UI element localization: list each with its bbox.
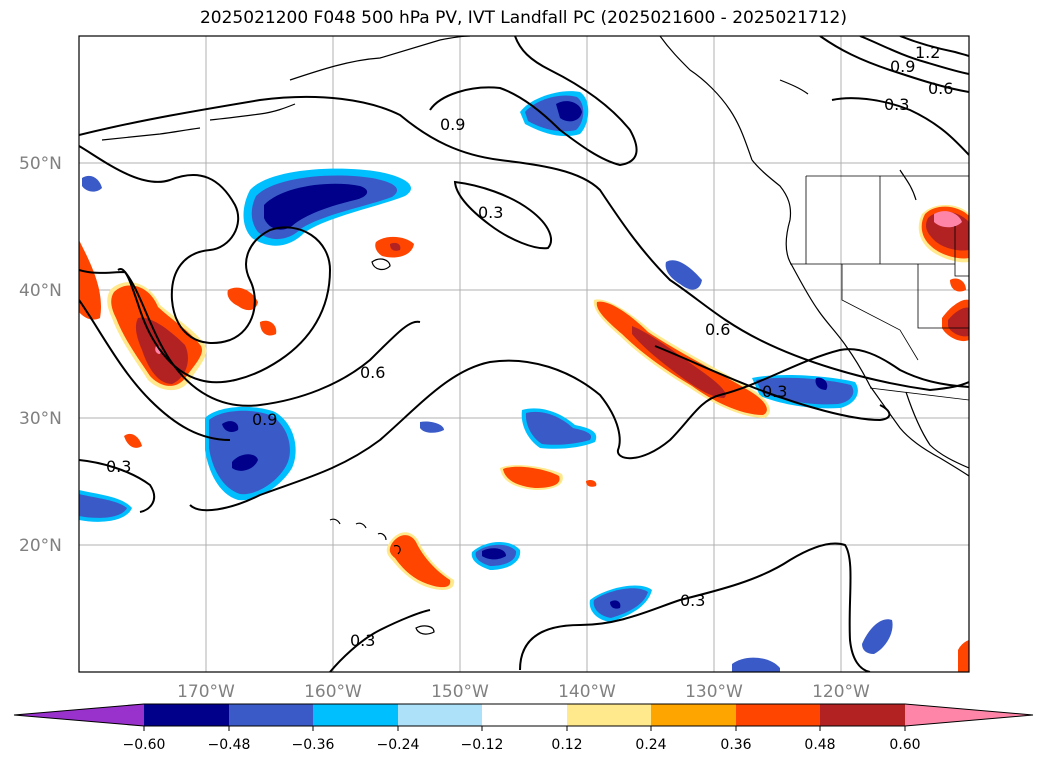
lon-label-170w: 170°W: [177, 682, 235, 702]
map-frame: [78, 35, 970, 673]
colorbar-tick-label: 0.48: [804, 737, 835, 753]
contour-label: 0.3: [762, 382, 787, 401]
colorbar-bin: [482, 704, 567, 726]
colorbar-bin: [144, 704, 229, 726]
colorbar-bin: [229, 704, 313, 726]
lon-label-140w: 140°W: [558, 682, 616, 702]
colorbar-tick-label: −0.36: [292, 737, 335, 753]
blue-blob-ne: [665, 260, 702, 290]
contour-0.3-ar: [654, 345, 891, 422]
contour-0.3-lower: [329, 609, 431, 672]
contour-0.6-loop: [79, 299, 231, 441]
pc-contours: [79, 36, 969, 672]
lat-label-30n: 30°N: [19, 409, 62, 429]
state-borders: [790, 175, 969, 401]
colorbar-tick-label: −0.24: [377, 737, 420, 753]
colorbar-tick-label: 0.60: [889, 737, 920, 753]
contour-0.3-se: [519, 542, 871, 672]
map-background: [79, 36, 969, 672]
colorbar-over-triangle: [905, 704, 1033, 726]
contour-0.3-north: [79, 145, 332, 384]
red-blob-west: [79, 240, 101, 320]
colorbar-tick-label: 0.24: [635, 737, 666, 753]
contour-label: 0.3: [478, 203, 503, 222]
colorbar-tick-label: −0.12: [461, 737, 504, 753]
contour-0.3-gulf: [453, 180, 552, 250]
lon-label-130w: 130°W: [685, 682, 743, 702]
contour-label: 1.2: [915, 43, 940, 62]
contour-0.3-northeast: [831, 97, 969, 156]
contour-label: 0.9: [440, 115, 465, 134]
coastlines: [101, 36, 969, 635]
contour-0.6-northeast: [819, 36, 969, 93]
contour-label: 0.9: [252, 410, 277, 429]
colorbar-ticks: [143, 726, 906, 731]
colorbar-tick-label: −0.60: [123, 737, 166, 753]
lon-label-120w: 120°W: [812, 682, 870, 702]
contour-label: 0.6: [360, 363, 385, 382]
contour-0.3-southwest: [79, 459, 156, 513]
lon-label-160w: 160°W: [304, 682, 362, 702]
contour-label: 0.3: [106, 457, 131, 476]
map-title: 2025021200 F048 500 hPa PV, IVT Landfall…: [199, 8, 847, 28]
colorbar-bin: [651, 704, 736, 726]
lon-label-150w: 150°W: [431, 682, 489, 702]
lat-label-50n: 50°N: [19, 154, 62, 174]
contour-0.6-central: [79, 95, 969, 392]
contour-label: 0.3: [884, 95, 909, 114]
lat-label-40n: 40°N: [19, 281, 62, 301]
colorbar-tick-label: −0.48: [208, 737, 251, 753]
blue-blob-se: [862, 619, 893, 654]
colorbar-tick-label: 0.12: [551, 737, 582, 753]
contour-label: 0.6: [928, 79, 953, 98]
contour-0.9-west: [79, 269, 421, 407]
blue-blob-aleutian: [82, 175, 102, 192]
contour-1.2-northeast: [899, 36, 969, 57]
colorbar-bin: [567, 704, 651, 726]
red-blob-small-1: [227, 287, 258, 311]
colorbar-tick-label: 0.36: [720, 737, 751, 753]
colorbar-under-triangle: [14, 704, 144, 726]
contour-0.9-north: [429, 36, 638, 167]
contour-label: 0.3: [680, 591, 705, 610]
contour-label: 0.3: [350, 631, 375, 650]
contour-0.9-northeast: [859, 36, 969, 75]
colorbar: −0.60 −0.48 −0.36 −0.24 −0.12 0.12 0.24 …: [13, 703, 1034, 753]
contour-0.6-ring: [189, 348, 969, 512]
contour-label: 0.6: [705, 320, 730, 339]
colorbar-bin: [313, 704, 398, 726]
lat-label-20n: 20°N: [19, 536, 62, 556]
colorbar-bin: [398, 704, 482, 726]
contour-label: 0.9: [890, 57, 915, 76]
colorbar-bin: [820, 704, 905, 726]
colorbar-bin: [736, 704, 820, 726]
